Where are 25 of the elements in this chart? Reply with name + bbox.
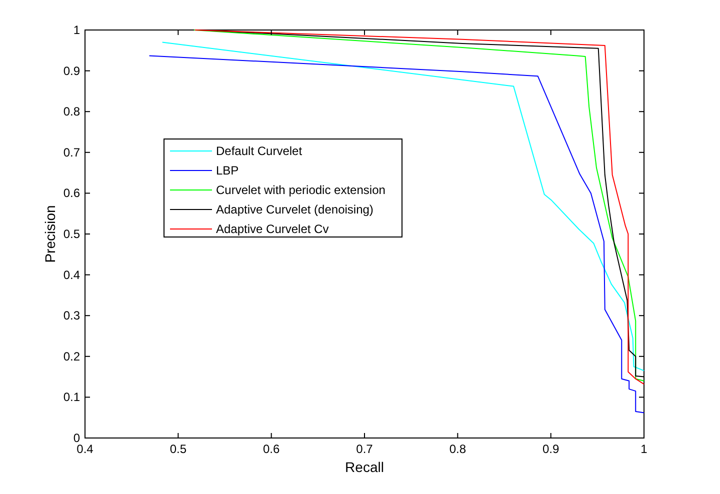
x-axis-title: Recall bbox=[345, 459, 384, 475]
x-tick-label: 0.9 bbox=[542, 442, 560, 456]
legend-label: Adaptive Curvelet Cv bbox=[216, 222, 329, 236]
y-tick-label: 0.9 bbox=[63, 64, 80, 78]
y-tick-label: 0 bbox=[73, 431, 80, 445]
x-tick-label: 0.6 bbox=[262, 442, 280, 456]
legend-label: Adaptive Curvelet (denoising) bbox=[216, 202, 374, 216]
line-series bbox=[148, 55, 644, 414]
y-tick-label: 0.4 bbox=[63, 268, 80, 282]
y-tick-label: 1 bbox=[73, 23, 80, 37]
y-tick-label: 0.1 bbox=[63, 390, 80, 404]
y-tick-label: 0.8 bbox=[63, 104, 80, 119]
y-tick-label: 0.3 bbox=[63, 308, 80, 323]
y-tick-label: 0.2 bbox=[63, 349, 80, 364]
y-tick-label: 0.6 bbox=[63, 186, 80, 200]
x-tick-label: 0.7 bbox=[356, 442, 374, 456]
y-tick-label: 0.5 bbox=[63, 227, 80, 241]
y-axis-title: Precision bbox=[42, 205, 58, 263]
legend-label: LBP bbox=[216, 164, 239, 178]
x-tick-label: 0.5 bbox=[170, 442, 187, 456]
legend-label: Default Curvelet bbox=[216, 144, 303, 158]
x-tick-label: 0.8 bbox=[449, 442, 466, 456]
y-tick-label: 0.7 bbox=[63, 145, 80, 160]
x-tick-label: 1 bbox=[640, 442, 648, 456]
legend-label: Curvelet with periodic extension bbox=[216, 183, 386, 197]
